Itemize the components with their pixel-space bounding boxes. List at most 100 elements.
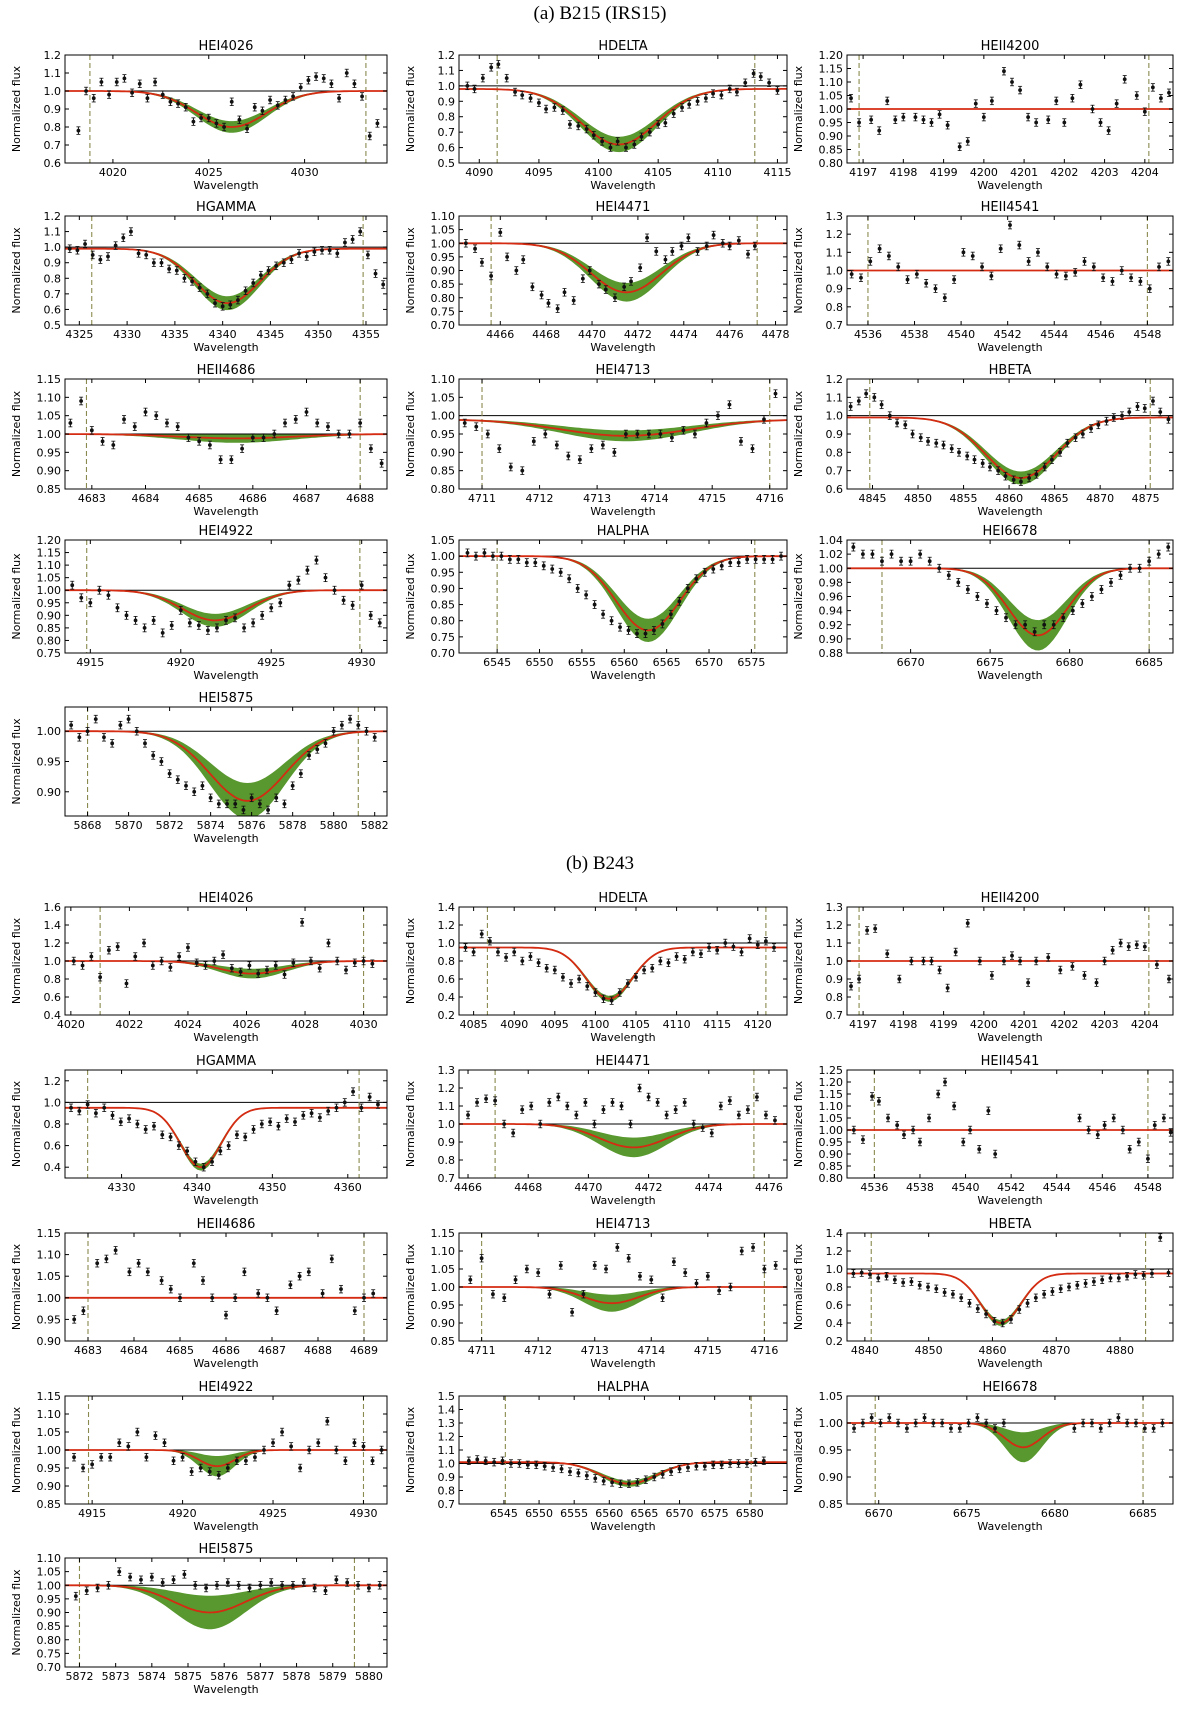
- x-tick-label: 4335: [161, 328, 189, 341]
- data-point: [707, 943, 712, 952]
- data-point: [241, 805, 246, 815]
- data-point: [1091, 1277, 1096, 1286]
- data-point: [132, 422, 137, 431]
- data-point: [984, 1309, 989, 1319]
- data-point: [256, 1289, 261, 1298]
- data-point: [133, 952, 138, 961]
- y-tick-label: 1.15: [37, 547, 62, 560]
- data-point: [1142, 107, 1147, 116]
- data-point: [694, 1462, 699, 1471]
- y-tick-label: 0.8: [44, 121, 62, 134]
- data-point: [99, 77, 104, 87]
- data-point: [72, 1315, 77, 1324]
- data-point: [751, 1243, 756, 1252]
- data-point: [634, 629, 639, 638]
- y-tick-label: 0.7: [826, 1009, 844, 1022]
- data-point: [71, 956, 76, 966]
- data-point: [261, 433, 266, 442]
- data-point: [539, 290, 544, 300]
- y-tick-label: 1.00: [37, 428, 62, 441]
- data-point: [298, 83, 303, 92]
- data-point: [623, 143, 628, 152]
- data-point: [345, 1578, 350, 1587]
- y-tick-label: 1.00: [819, 562, 844, 575]
- data-point: [592, 1261, 597, 1270]
- data-point: [183, 103, 188, 112]
- data-point: [727, 400, 732, 409]
- x-tick-label: 4355: [352, 328, 380, 341]
- data-point: [773, 389, 778, 398]
- x-axis-label: Wavelength: [977, 1031, 1042, 1044]
- data-point: [546, 298, 551, 308]
- data-point: [334, 1445, 339, 1455]
- data-point: [660, 1293, 665, 1302]
- data-point: [226, 1141, 231, 1150]
- data-point: [626, 1254, 631, 1263]
- y-tick-label: 1.1: [438, 64, 456, 77]
- data-point: [593, 988, 598, 997]
- x-tick-label: 6560: [595, 1507, 623, 1520]
- data-point: [176, 1141, 181, 1150]
- data-point: [343, 1456, 348, 1465]
- x-axis-label: Wavelength: [590, 669, 655, 682]
- data-point: [479, 1254, 484, 1263]
- y-tick-label: 0.8: [438, 955, 456, 968]
- panel-hbeta: 4845 4850 4855 4860 4865 4870 4875 0.6 0.7 0.8 0.9…: [792, 363, 1174, 518]
- data-point: [1034, 118, 1039, 127]
- data-point: [584, 1471, 589, 1480]
- y-tick-label: 0.6: [438, 973, 456, 986]
- data-point: [619, 1101, 624, 1111]
- data-point: [168, 1284, 173, 1294]
- data-point: [934, 438, 939, 448]
- panel-title: HEII4200: [981, 39, 1040, 54]
- panel-title: HDELTA: [598, 891, 647, 906]
- x-tick-label: 4197: [849, 166, 877, 179]
- y-tick-label: 1.1: [44, 67, 62, 80]
- data-point: [196, 621, 201, 630]
- data-point: [950, 1290, 955, 1299]
- y-tick-label: 0.9: [44, 257, 62, 270]
- data-point: [182, 274, 187, 283]
- data-point: [174, 266, 179, 275]
- y-tick-label: 1.10: [431, 210, 456, 223]
- data-point: [283, 95, 288, 105]
- x-tick-label: 4470: [578, 328, 606, 341]
- model-uncertainty-band: [847, 417, 1173, 485]
- data-point: [1070, 962, 1075, 971]
- model-uncertainty-band: [65, 1584, 387, 1630]
- data-point: [1158, 1233, 1163, 1242]
- x-tick-label: 4711: [468, 492, 496, 505]
- x-tick-label: 4110: [704, 166, 732, 179]
- panel-title: HEII4200: [981, 891, 1040, 906]
- data-point: [878, 1418, 883, 1428]
- data-point: [877, 126, 882, 135]
- data-point: [533, 558, 538, 567]
- data-point: [738, 437, 743, 446]
- data-point: [917, 1137, 922, 1147]
- data-point: [615, 137, 620, 146]
- panel-hei4026: 4020 4022 4024 4026 4028 4030 0.4 0.6 0.8 1.0 1.2 1…: [10, 891, 388, 1044]
- panel-title: HEI4471: [596, 200, 651, 215]
- y-tick-label: 0.80: [819, 1172, 844, 1185]
- data-point: [473, 551, 478, 561]
- data-point: [236, 1581, 241, 1590]
- data-point: [937, 110, 942, 119]
- x-tick-label: 5877: [246, 1670, 274, 1683]
- y-tick-label: 0.95: [37, 1593, 62, 1606]
- data-point: [719, 1460, 724, 1470]
- data-point: [207, 440, 212, 450]
- data-point: [744, 1459, 749, 1468]
- data-point: [268, 95, 273, 105]
- model-uncertainty-band: [459, 1286, 787, 1312]
- y-tick-label: 0.95: [819, 1136, 844, 1149]
- data-point: [242, 1267, 247, 1277]
- data-point: [108, 1453, 113, 1462]
- data-point: [366, 1583, 371, 1593]
- data-point: [205, 626, 210, 635]
- y-tick-label: 1.00: [37, 725, 62, 738]
- x-tick-label: 4540: [952, 1181, 980, 1194]
- y-axis-label: Normalized flux: [10, 1243, 23, 1330]
- y-tick-label: 1.0: [44, 1096, 62, 1109]
- x-tick-label: 4120: [744, 1018, 772, 1031]
- data-point: [352, 1438, 357, 1447]
